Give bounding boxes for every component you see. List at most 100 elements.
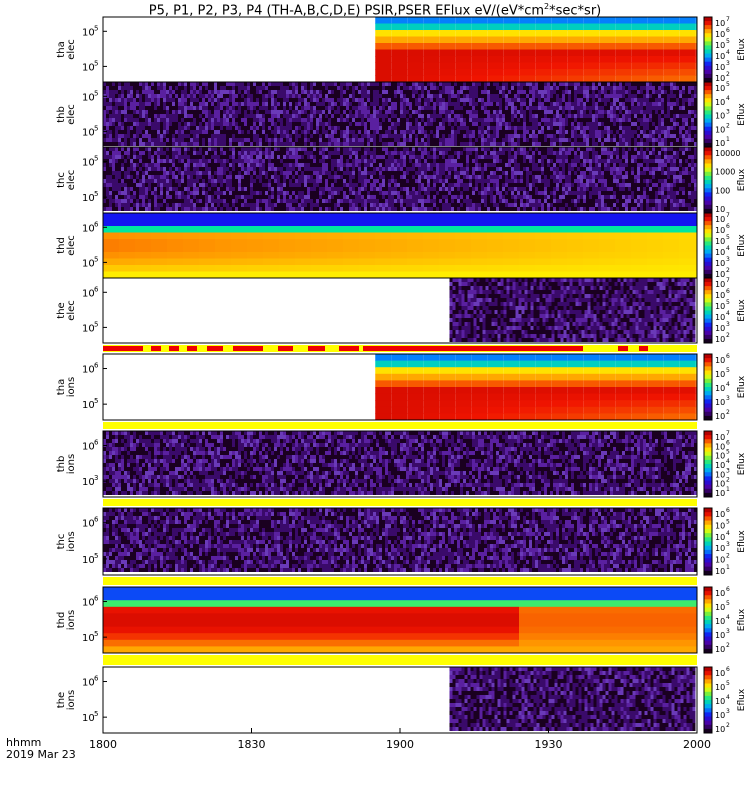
colorbar-tick-exponent: 4: [726, 614, 730, 621]
colorbar-tick-label: 10: [715, 291, 725, 300]
colorbar-segment: [704, 545, 712, 551]
colorbar-segment: [704, 370, 712, 376]
colorbar-segment: [704, 528, 712, 534]
colorbar-segment: [704, 98, 712, 103]
colorbar-tick-exponent: 5: [726, 234, 730, 241]
colorbar-segment: [704, 33, 712, 38]
colorbar-segment: [704, 147, 712, 152]
colorbar-tick-exponent: 3: [726, 109, 730, 116]
colorbar-frame: [703, 586, 713, 654]
colorbar-tick-exponent: 3: [726, 541, 730, 548]
colorbar-segment: [704, 249, 712, 255]
panel-thc-elec: [103, 147, 697, 211]
colorbar-segment: [704, 269, 712, 275]
colorbar-tick-exponent: 3: [726, 395, 730, 402]
y-tick-label: 10: [82, 555, 95, 566]
colorbar-tick-exponent: 7: [726, 212, 730, 219]
colorbar-tick-label: 10: [715, 74, 725, 83]
colorbar-tick-exponent: 4: [726, 381, 730, 388]
colorbar-segment: [704, 229, 712, 234]
panel-species-label: ions: [66, 454, 77, 474]
colorbar-tick-label: 10: [715, 603, 725, 612]
colorbar-frame: [703, 277, 713, 344]
colorbar-tick-exponent: 2: [726, 642, 730, 649]
panel-probe-label: thd: [56, 237, 67, 254]
colorbar-segment: [704, 524, 712, 530]
colorbar-segment: [704, 464, 712, 469]
flag-segment: [151, 346, 161, 351]
flag-segment: [233, 346, 263, 351]
colorbar-label: Eflux: [737, 608, 747, 631]
flag-bar: [103, 499, 697, 506]
colorbar-segment: [704, 558, 712, 563]
y-tick-label: 10: [82, 598, 95, 609]
colorbar-tick-exponent: 2: [726, 722, 730, 729]
colorbar-tick-label: 10: [715, 205, 725, 214]
x-tick-label: 1930: [535, 738, 563, 751]
colorbar-segment: [704, 294, 712, 299]
colorbar-tick-label: 10: [715, 631, 725, 640]
y-tick-label: 10: [82, 713, 95, 724]
colorbar-segment: [704, 451, 712, 457]
colorbar-tick-exponent: 2: [726, 477, 730, 484]
colorbar-segment: [704, 306, 712, 311]
colorbar-segment: [704, 541, 712, 547]
y-tick-label: 10: [82, 288, 95, 299]
colorbar-segment: [704, 17, 712, 22]
colorbar-segment: [704, 273, 712, 279]
y-tick-exponent: 6: [94, 675, 99, 683]
colorbar-segment: [704, 407, 712, 413]
chart-title-tail: *sec*sr): [549, 3, 602, 19]
colorbar-segment: [704, 492, 712, 498]
colorbar-segment: [704, 233, 712, 238]
colorbar-segment: [704, 439, 712, 444]
date-label: 2019 Mar 23: [6, 748, 76, 761]
colorbar-tick-label: 10: [715, 433, 725, 442]
colorbar-segment: [704, 644, 712, 650]
colorbar-segment: [704, 163, 712, 169]
colorbar-tick-exponent: 3: [726, 628, 730, 635]
flag-segment: [207, 346, 223, 351]
colorbar-tick-exponent: 4: [726, 245, 730, 252]
colorbar-tick-exponent: 7: [726, 16, 730, 23]
colorbar-segment: [704, 683, 712, 689]
colorbar-tick-label: 10: [715, 84, 725, 93]
colorbar-segment: [704, 431, 712, 436]
flag-bar: [103, 577, 697, 585]
colorbar-tick-label: 10: [715, 683, 725, 692]
colorbar-tick-exponent: 7: [726, 277, 730, 284]
colorbar-segment: [704, 57, 712, 63]
colorbar-segment: [704, 554, 712, 559]
colorbar-segment: [704, 611, 712, 617]
colorbar-segment: [704, 620, 712, 625]
panel-probe-label: the: [56, 302, 67, 318]
colorbar-segment: [704, 326, 712, 332]
colorbar-tick-label: 10: [715, 41, 725, 50]
x-tick-label: 1900: [386, 738, 414, 751]
colorbar-tick-label: 10: [715, 215, 725, 224]
colorbar-label: Eflux: [737, 299, 747, 322]
colorbar-segment: [704, 208, 712, 214]
colorbar-segment: [704, 675, 712, 680]
colorbar-segment: [704, 366, 712, 371]
panel-frame: [102, 586, 698, 654]
colorbar-segment: [704, 508, 712, 513]
panel-probe-label: tha: [56, 379, 67, 395]
colorbar-tick-exponent: 1: [726, 136, 730, 143]
colorbar-segment: [704, 395, 712, 400]
colorbar-segment: [704, 403, 712, 409]
colorbar-segment: [704, 570, 712, 576]
y-tick-exponent: 5: [94, 59, 98, 67]
colorbar-segment: [704, 716, 712, 722]
colorbar-tick-label: 10: [715, 237, 725, 246]
y-tick-exponent: 5: [94, 89, 98, 97]
colorbar-segment: [704, 512, 712, 517]
colorbar-tick-exponent: 2: [726, 553, 730, 560]
y-tick-label: 10: [82, 323, 95, 334]
colorbar-segment: [704, 459, 712, 465]
colorbar-tick-exponent: 2: [726, 332, 730, 339]
colorbar-tick-label: 10: [715, 98, 725, 107]
colorbar-segment: [704, 196, 712, 202]
y-tick-label: 10: [82, 62, 95, 73]
colorbar-tick-label: 10: [715, 52, 725, 61]
